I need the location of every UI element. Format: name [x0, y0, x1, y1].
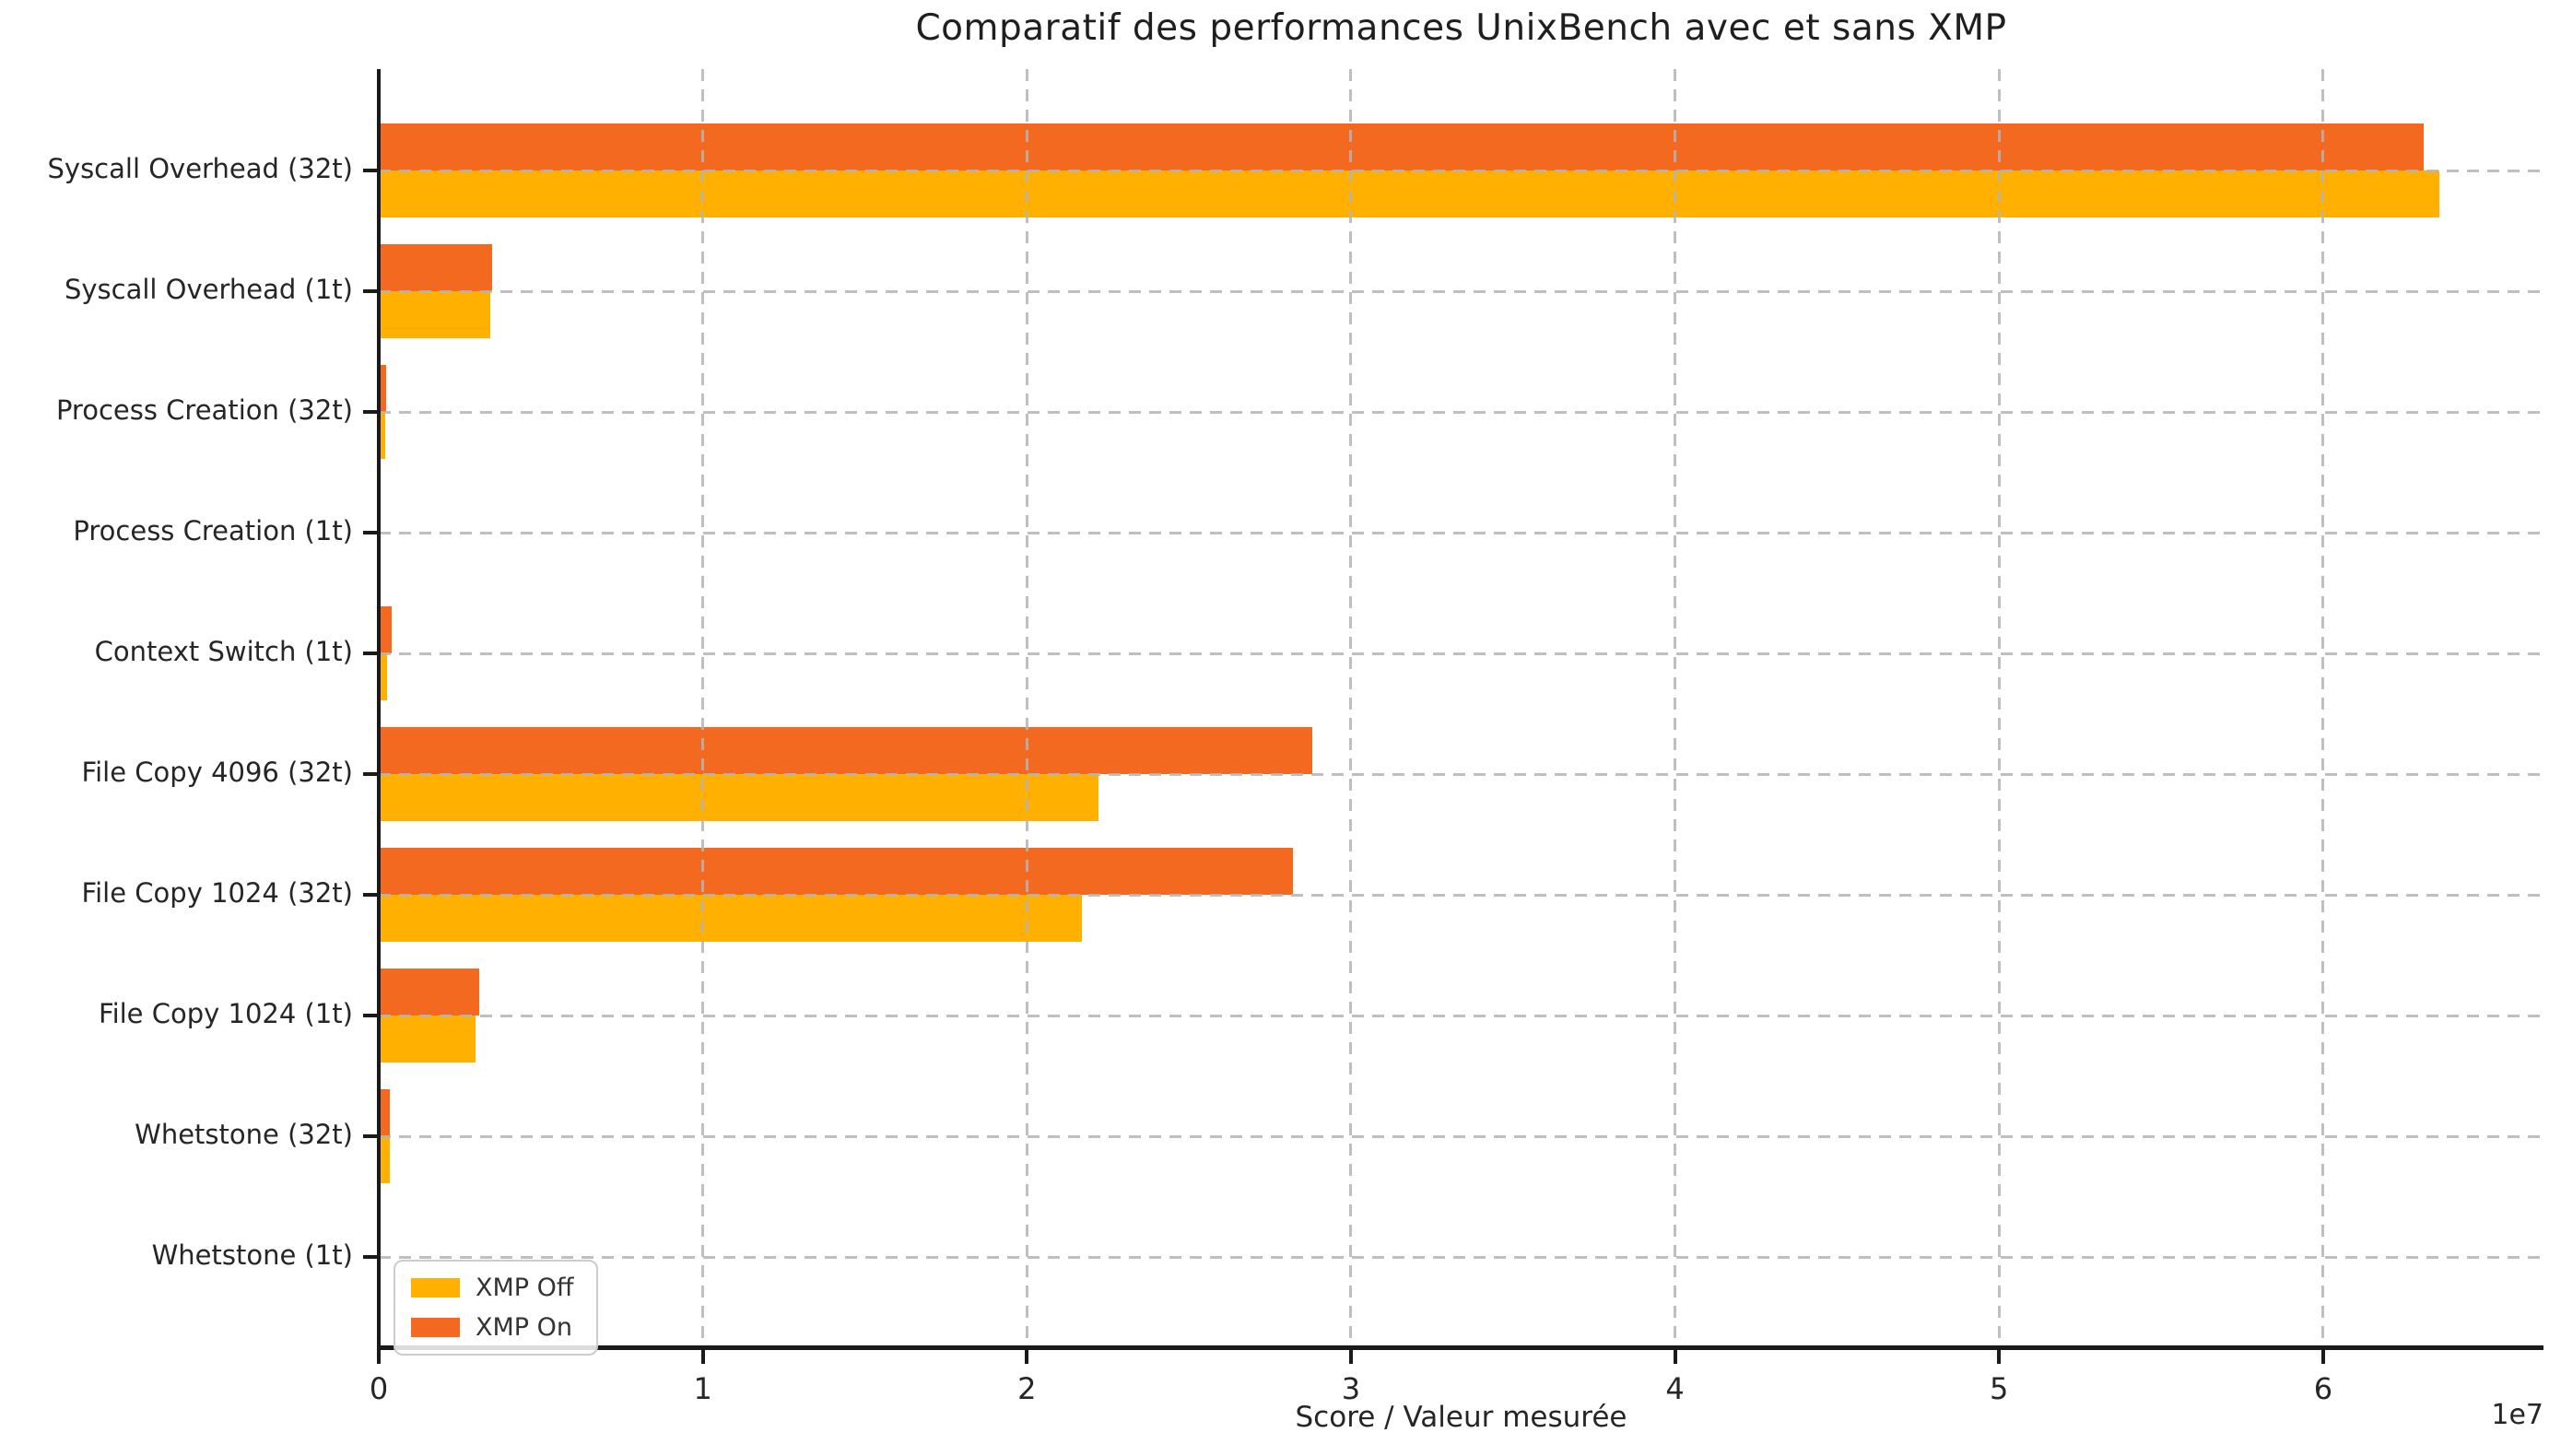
y-tick-label: File Copy 4096 (32t): [81, 757, 353, 788]
bars-layer: [379, 69, 2543, 1347]
x-tick-mark: [2320, 1349, 2325, 1364]
y-tick-label: Context Switch (1t): [94, 636, 353, 667]
x-tick-mark: [1673, 1349, 1677, 1364]
y-gridline: [379, 893, 2543, 897]
y-tick-label: Syscall Overhead (32t): [47, 153, 354, 184]
x-tick-label: 1: [693, 1371, 712, 1406]
y-tick-mark: [363, 169, 377, 172]
bar-xmp-on: [379, 1089, 391, 1136]
y-tick-label: Process Creation (32t): [55, 394, 353, 426]
y-tick-label: Whetstone (32t): [135, 1119, 353, 1150]
ticks-layer: 0 1 2 3 4 5 6: [363, 69, 2543, 1406]
y-tick-label: Process Creation (1t): [73, 515, 353, 546]
legend-label-xmp-off: XMP Off: [476, 1274, 574, 1302]
y-tick-label: File Copy 1024 (32t): [81, 877, 353, 909]
bar-xmp-on: [379, 727, 1312, 774]
bar-xmp-off: [379, 774, 1098, 821]
bar-xmp-on: [379, 848, 1293, 895]
y-gridline: [379, 652, 2543, 655]
x-tick-label: 2: [1017, 1371, 1037, 1406]
x-gridline: [1025, 69, 1028, 1347]
bar-xmp-off: [379, 895, 1083, 942]
y-tick-label: Whetstone (1t): [151, 1239, 353, 1271]
y-tick-label: File Copy 1024 (1t): [99, 998, 353, 1029]
x-gridline: [701, 69, 705, 1347]
bar-xmp-on: [379, 969, 479, 1016]
x-tick-mark: [1348, 1349, 1353, 1364]
chart-title: Comparatif des performances UnixBench av…: [915, 7, 2007, 49]
y-gridline: [379, 169, 2543, 172]
x-tick-label: 5: [1990, 1371, 2009, 1406]
y-gridline: [379, 531, 2543, 534]
y-tick-mark: [363, 652, 377, 655]
y-tick-mark: [363, 1014, 377, 1017]
x-axis-spine: [377, 1345, 2543, 1350]
y-tick-label: Syscall Overhead (1t): [64, 274, 353, 305]
bar-xmp-on: [379, 365, 387, 412]
x-gridline: [1997, 69, 2001, 1347]
x-tick-mark: [1997, 1349, 2002, 1364]
legend: XMP Off XMP On: [394, 1260, 598, 1356]
y-gridline: [379, 772, 2543, 776]
y-tick-mark: [363, 531, 377, 534]
legend-entry-xmp-off: XMP Off: [411, 1274, 574, 1302]
y-gridline: [379, 289, 2543, 293]
bar-xmp-off: [379, 653, 387, 700]
y-tick-mark: [363, 289, 377, 293]
grid-layer: [379, 69, 2543, 1347]
y-gridline: [379, 1134, 2543, 1138]
bar-xmp-on: [379, 244, 493, 291]
legend-swatch-xmp-on: [411, 1318, 460, 1337]
bar-xmp-off: [379, 412, 386, 459]
legend-label-xmp-on: XMP On: [476, 1313, 573, 1342]
y-axis-spine: [377, 69, 381, 1347]
y-tick-mark: [363, 772, 377, 776]
axis-offset-text: 1e7: [2491, 1399, 2543, 1431]
y-gridline: [379, 1014, 2543, 1017]
bar-xmp-off: [379, 1136, 390, 1183]
y-tick-mark: [363, 1255, 377, 1259]
x-tick-mark: [1025, 1349, 1029, 1364]
x-gridline: [2321, 69, 2325, 1347]
x-tick-mark: [377, 1349, 381, 1364]
bar-xmp-on: [379, 606, 393, 653]
legend-swatch-xmp-off: [411, 1278, 460, 1297]
bar-xmp-off: [379, 1016, 476, 1063]
y-tick-mark: [363, 893, 377, 897]
x-axis-label: Score / Valeur mesurée: [1295, 1401, 1627, 1434]
x-tick-label: 3: [1341, 1371, 1361, 1406]
y-tick-mark: [363, 410, 377, 414]
y-gridline: [379, 410, 2543, 414]
plot-area: 0 1 2 3 4 5 6 XMP Off XMP On: [363, 69, 2543, 1406]
x-gridline: [1349, 69, 1353, 1347]
x-tick-label: 6: [2313, 1371, 2333, 1406]
bar-xmp-on: [379, 123, 2424, 170]
y-tick-mark: [363, 1134, 377, 1138]
bar-xmp-off: [379, 291, 491, 338]
x-tick-mark: [700, 1349, 705, 1364]
x-gridline: [1674, 69, 1677, 1347]
x-tick-label: 0: [369, 1371, 389, 1406]
bar-xmp-off: [379, 170, 2440, 217]
y-gridline: [379, 1255, 2543, 1259]
legend-entry-xmp-on: XMP On: [411, 1313, 574, 1342]
x-tick-label: 4: [1665, 1371, 1685, 1406]
